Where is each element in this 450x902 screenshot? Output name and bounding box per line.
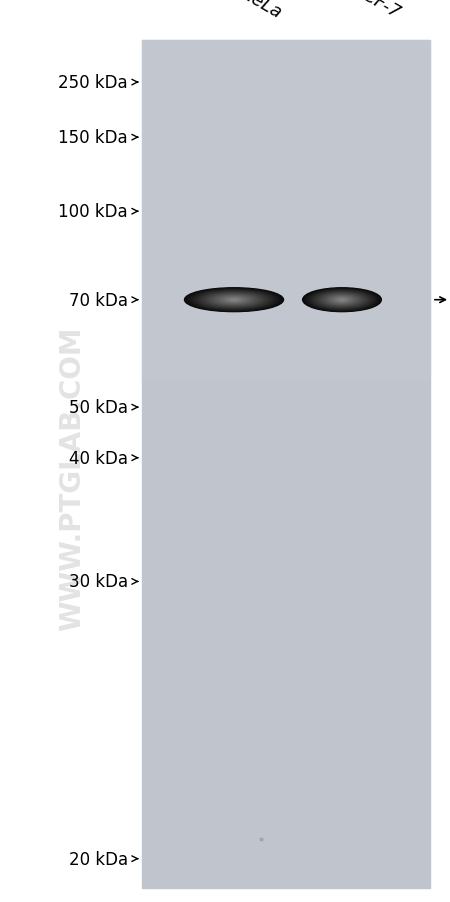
Ellipse shape bbox=[316, 292, 368, 308]
Text: WWW.PTGLAB.COM: WWW.PTGLAB.COM bbox=[58, 326, 86, 630]
Ellipse shape bbox=[231, 299, 237, 301]
Ellipse shape bbox=[226, 299, 241, 302]
Ellipse shape bbox=[319, 293, 365, 308]
Ellipse shape bbox=[322, 294, 362, 307]
Ellipse shape bbox=[320, 294, 364, 307]
Ellipse shape bbox=[302, 289, 382, 312]
Ellipse shape bbox=[192, 290, 276, 310]
Ellipse shape bbox=[310, 290, 374, 310]
Ellipse shape bbox=[197, 291, 271, 309]
Ellipse shape bbox=[324, 295, 360, 306]
Text: 30 kDa: 30 kDa bbox=[68, 573, 128, 591]
Ellipse shape bbox=[214, 296, 254, 305]
Ellipse shape bbox=[217, 296, 251, 305]
Ellipse shape bbox=[189, 290, 279, 311]
Ellipse shape bbox=[219, 297, 249, 304]
Ellipse shape bbox=[328, 296, 356, 305]
Ellipse shape bbox=[309, 290, 375, 310]
Text: 70 kDa: 70 kDa bbox=[69, 291, 128, 309]
Text: 150 kDa: 150 kDa bbox=[58, 129, 128, 147]
Text: 50 kDa: 50 kDa bbox=[69, 399, 128, 417]
Ellipse shape bbox=[194, 290, 274, 310]
Ellipse shape bbox=[336, 299, 348, 302]
Ellipse shape bbox=[199, 292, 269, 308]
Ellipse shape bbox=[306, 290, 378, 311]
Ellipse shape bbox=[315, 292, 369, 308]
Text: 250 kDa: 250 kDa bbox=[58, 74, 128, 92]
Text: 100 kDa: 100 kDa bbox=[58, 203, 128, 221]
Ellipse shape bbox=[229, 299, 239, 301]
Ellipse shape bbox=[187, 289, 281, 312]
Ellipse shape bbox=[340, 299, 344, 301]
Ellipse shape bbox=[338, 299, 346, 301]
Ellipse shape bbox=[305, 289, 379, 312]
Ellipse shape bbox=[204, 293, 264, 308]
Text: MCF-7: MCF-7 bbox=[346, 0, 404, 23]
Ellipse shape bbox=[326, 296, 358, 305]
Ellipse shape bbox=[312, 291, 372, 309]
Ellipse shape bbox=[334, 298, 350, 303]
Ellipse shape bbox=[207, 294, 261, 307]
Ellipse shape bbox=[209, 294, 259, 307]
Ellipse shape bbox=[202, 292, 266, 308]
Ellipse shape bbox=[332, 298, 352, 303]
Text: 40 kDa: 40 kDa bbox=[69, 449, 128, 467]
Ellipse shape bbox=[224, 298, 244, 303]
Bar bbox=[142, 41, 430, 888]
Ellipse shape bbox=[212, 295, 256, 306]
Ellipse shape bbox=[330, 297, 354, 304]
Text: 20 kDa: 20 kDa bbox=[68, 850, 128, 868]
Text: HeLa: HeLa bbox=[236, 0, 285, 23]
Ellipse shape bbox=[184, 289, 284, 312]
Bar bbox=[142, 41, 430, 380]
Ellipse shape bbox=[221, 298, 247, 303]
